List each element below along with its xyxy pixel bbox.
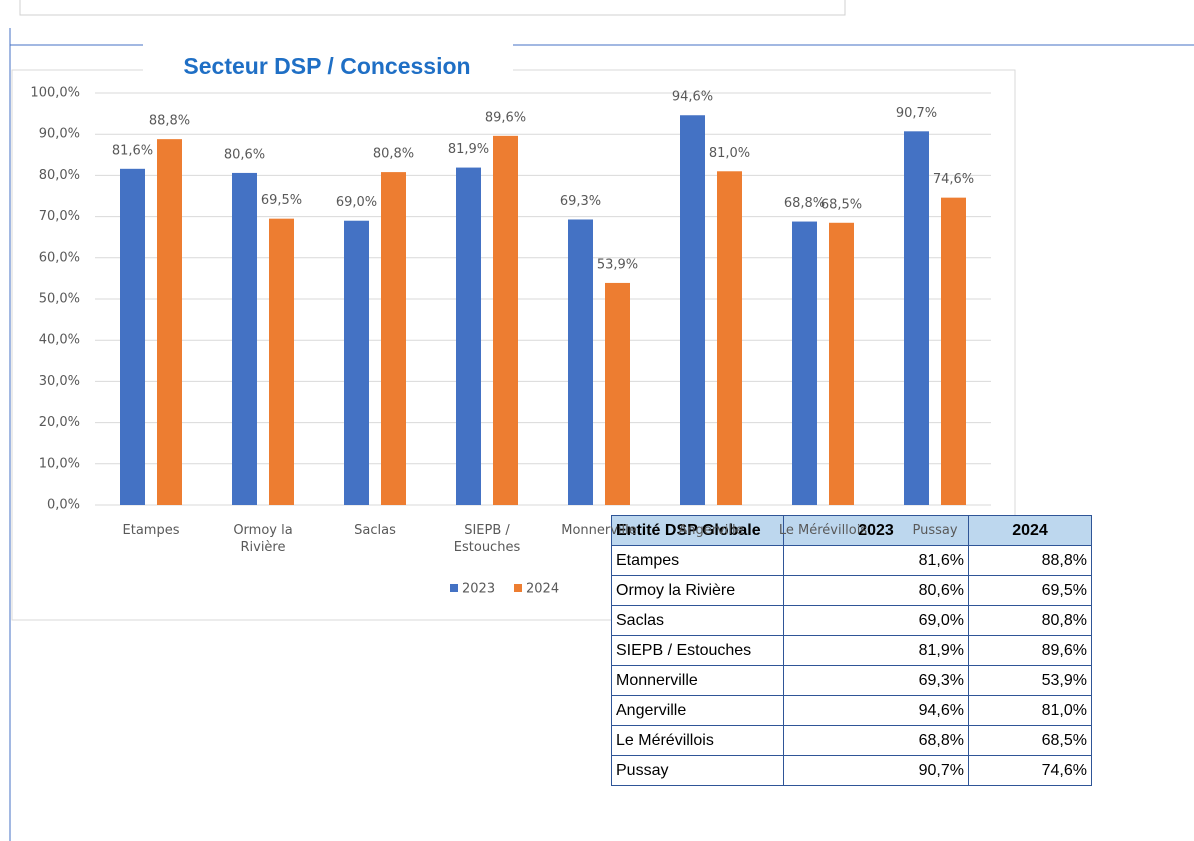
legend-swatch xyxy=(514,584,522,592)
data-label: 88,8% xyxy=(149,114,190,129)
data-label: 81,6% xyxy=(112,143,153,158)
table-cell: 80,8% xyxy=(968,605,1092,636)
data-label: 80,6% xyxy=(224,147,265,162)
bar xyxy=(568,219,593,505)
bar xyxy=(344,220,369,505)
table-cell: 89,6% xyxy=(968,635,1092,666)
y-tick-label: 100,0% xyxy=(30,86,80,101)
table-cell: Ormoy la Rivière xyxy=(611,575,784,606)
data-label: 69,0% xyxy=(336,195,377,210)
table-cell: 69,5% xyxy=(968,575,1092,606)
table-row: Le Mérévillois 68,8% 68,5% xyxy=(611,725,1092,756)
bar xyxy=(157,139,182,506)
bar xyxy=(493,135,518,505)
bar xyxy=(232,172,257,506)
table-cell: 81,6% xyxy=(783,545,969,576)
x-tick-label: Etampes xyxy=(122,523,180,538)
data-label: 53,9% xyxy=(597,257,638,272)
bar xyxy=(792,221,817,505)
data-label: 81,9% xyxy=(448,142,489,157)
table-header: Entité DSP Globale 2023 2024 xyxy=(611,515,1092,546)
table-cell: Etampes xyxy=(611,545,784,576)
header-cell: 2024 xyxy=(968,515,1092,546)
y-tick-label: 30,0% xyxy=(39,374,80,389)
bar xyxy=(717,171,742,505)
bar xyxy=(829,222,854,505)
y-tick-label: 20,0% xyxy=(39,415,80,430)
table-cell: 53,9% xyxy=(968,665,1092,696)
table-row: Angerville 94,6% 81,0% xyxy=(611,695,1092,726)
bar xyxy=(381,172,406,505)
x-tick-label: Pussay xyxy=(912,523,958,538)
y-tick-label: 0,0% xyxy=(47,498,80,513)
table-cell: 90,7% xyxy=(783,755,969,786)
data-label: 81,0% xyxy=(709,146,750,161)
x-tick-label: Monnerville xyxy=(561,523,637,538)
y-tick-label: 40,0% xyxy=(39,333,80,348)
bar xyxy=(904,131,929,506)
table-row: Etampes 81,6% 88,8% xyxy=(611,545,1092,576)
table-cell: 94,6% xyxy=(783,695,969,726)
data-label: 68,5% xyxy=(821,197,862,212)
y-tick-label: 50,0% xyxy=(39,292,80,307)
table-cell: 88,8% xyxy=(968,545,1092,576)
top-box xyxy=(19,0,846,16)
data-label: 90,7% xyxy=(896,106,937,121)
y-tick-label: 70,0% xyxy=(39,209,80,224)
bar xyxy=(120,168,145,506)
table-cell: Le Mérévillois xyxy=(611,725,784,756)
table-row: Ormoy la Rivière 80,6% 69,5% xyxy=(611,575,1092,606)
chart-title: Secteur DSP / Concession xyxy=(183,53,470,79)
legend-swatch xyxy=(450,584,458,592)
table-cell: Pussay xyxy=(611,755,784,786)
table-body: Etampes 81,6% 88,8% Ormoy la Rivière 80,6% 69… xyxy=(611,545,1092,786)
bar xyxy=(456,167,481,505)
data-label: 80,8% xyxy=(373,147,414,162)
legend-label: 2024 xyxy=(526,582,559,597)
data-label: 89,6% xyxy=(485,110,526,125)
table-cell: SIEPB / Estouches xyxy=(611,635,784,666)
table-row: SIEPB / Estouches 81,9% 89,6% xyxy=(611,635,1092,666)
data-label: 68,8% xyxy=(784,196,825,211)
title-box xyxy=(143,42,513,94)
table-row: Saclas 69,0% 80,8% xyxy=(611,605,1092,636)
bar xyxy=(941,197,966,505)
x-tick-label: Ormoy la Rivière xyxy=(233,523,293,555)
table-cell: Saclas xyxy=(611,605,784,636)
data-label: 74,6% xyxy=(933,172,974,187)
table-cell: 81,0% xyxy=(968,695,1092,726)
legend-label: 2023 xyxy=(462,582,495,597)
y-tick-label: 90,0% xyxy=(39,127,80,142)
table-cell: Angerville xyxy=(611,695,784,726)
table-row: Pussay 90,7% 74,6% xyxy=(611,755,1092,786)
y-tick-label: 60,0% xyxy=(39,250,80,265)
bar xyxy=(680,115,705,506)
header-cell: 2023 xyxy=(783,515,969,546)
table-cell: 68,5% xyxy=(968,725,1092,756)
x-tick-label: Le Mérévillois xyxy=(778,523,868,538)
table-cell: 69,3% xyxy=(783,665,969,696)
table-cell: 81,9% xyxy=(783,635,969,666)
bar xyxy=(269,218,294,505)
table-cell: 69,0% xyxy=(783,605,969,636)
data-table: Entité DSP Globale 2023 2024 Etampes 81,6% 8… xyxy=(611,515,1092,786)
header-cell: Entité DSP Globale xyxy=(611,515,784,546)
table-row: Monnerville 69,3% 53,9% xyxy=(611,665,1092,696)
y-tick-label: 10,0% xyxy=(39,456,80,471)
table-cell: 80,6% xyxy=(783,575,969,606)
bar xyxy=(605,282,630,505)
data-label: 94,6% xyxy=(672,90,713,105)
x-tick-label: Angerville xyxy=(678,523,744,538)
data-label: 69,3% xyxy=(560,194,601,209)
y-tick-label: 80,0% xyxy=(39,168,80,183)
table-cell: Monnerville xyxy=(611,665,784,696)
data-label: 69,5% xyxy=(261,193,302,208)
table-cell: 74,6% xyxy=(968,755,1092,786)
x-tick-label: SIEPB / Estouches xyxy=(453,523,521,555)
x-tick-label: Saclas xyxy=(354,523,396,538)
table-cell: 68,8% xyxy=(783,725,969,756)
